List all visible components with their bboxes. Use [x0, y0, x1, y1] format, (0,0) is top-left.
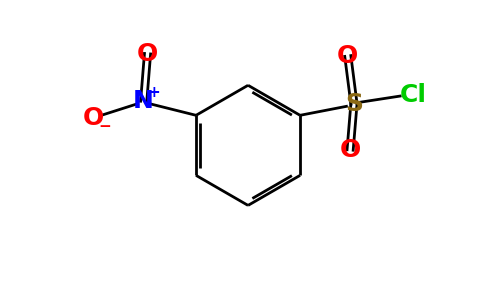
- Text: −: −: [98, 118, 111, 134]
- Text: N: N: [133, 89, 154, 113]
- Text: Cl: Cl: [400, 82, 427, 106]
- Text: +: +: [147, 85, 160, 100]
- Text: S: S: [345, 92, 363, 116]
- Text: O: O: [83, 106, 104, 130]
- Text: O: O: [137, 42, 158, 66]
- Text: O: O: [337, 44, 359, 68]
- Text: O: O: [339, 138, 361, 162]
